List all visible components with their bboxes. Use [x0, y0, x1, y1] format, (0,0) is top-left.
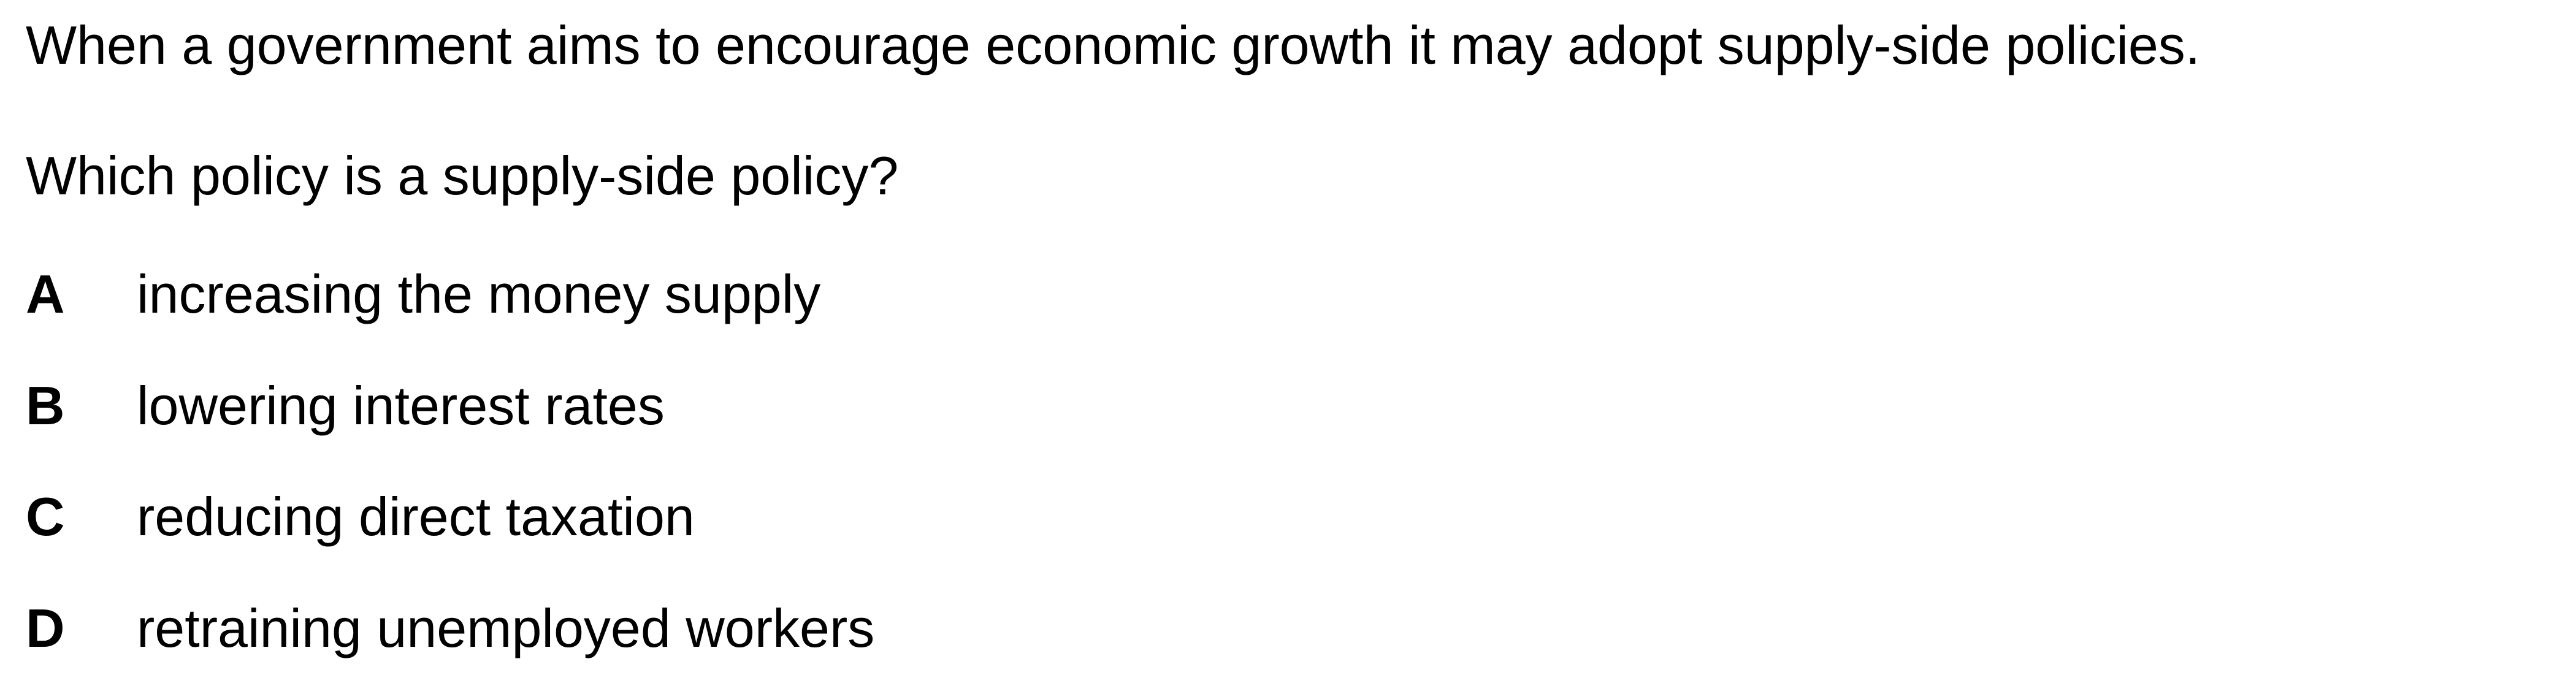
question-prompt: Which policy is a supply-side policy?: [26, 145, 899, 206]
option-text: increasing the money supply: [137, 264, 821, 324]
option-letter: B: [26, 375, 65, 436]
option-text: reducing direct taxation: [137, 486, 695, 547]
question-intro: When a government aims to encourage econ…: [26, 15, 2201, 75]
option-text: lowering interest rates: [137, 375, 665, 436]
option-text: retraining unemployed workers: [137, 598, 875, 658]
option-letter: A: [26, 264, 65, 324]
option-letter: D: [26, 598, 65, 658]
option-letter: C: [26, 486, 65, 547]
